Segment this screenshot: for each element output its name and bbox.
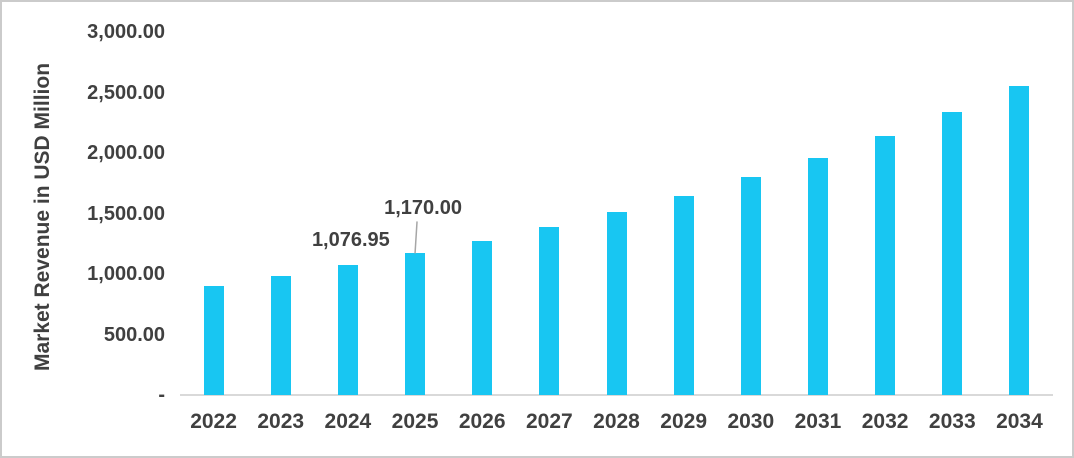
- bar-2029: [673, 195, 694, 395]
- y-tick-label: 3,000.00: [87, 21, 165, 43]
- y-tick-label: 1,000.00: [87, 263, 165, 285]
- x-tick-label-2022: 2022: [190, 410, 237, 433]
- y-tick-label: 2,500.00: [87, 81, 165, 104]
- x-tick-label-2032: 2032: [861, 410, 909, 433]
- x-tick-label-2031: 2031: [794, 410, 842, 433]
- bar-2023: [270, 275, 291, 395]
- x-tick-label-2023: 2023: [257, 410, 305, 433]
- bar-2033: [942, 112, 963, 395]
- x-tick-label-2028: 2028: [593, 410, 640, 433]
- y-tick-label: 500.00: [103, 323, 165, 346]
- y-tick-label: -: [158, 384, 165, 406]
- x-tick-label-2034: 2034: [996, 410, 1043, 433]
- y-tick-label: 2,000.00: [87, 142, 165, 164]
- bar-2034: [1009, 86, 1030, 395]
- y-axis-tick-labels: 3,000.00 2,500.00 2,000.00 1,500.00 1,000.00…: [2, 2, 165, 456]
- x-tick-label-2027: 2027: [525, 410, 573, 433]
- bar-2026: [472, 241, 493, 395]
- x-axis-line: [180, 394, 1053, 396]
- bar-2024: [337, 264, 358, 395]
- bar-2022: [203, 285, 224, 395]
- x-tick-label-2026: 2026: [458, 410, 506, 433]
- bar-2032: [875, 136, 896, 395]
- x-tick-label-2029: 2029: [660, 410, 707, 433]
- data-label-2025: 1,170.00: [384, 197, 462, 220]
- bar-2027: [539, 226, 560, 395]
- bar-2028: [606, 212, 627, 395]
- data-label-2024: 1,076.95: [311, 228, 390, 251]
- x-tick-label-2030: 2030: [727, 410, 775, 433]
- x-tick-label-2024: 2024: [324, 410, 372, 433]
- y-tick-label: 1,500.00: [87, 202, 165, 225]
- x-tick-label-2025: 2025: [391, 410, 439, 433]
- bar-2030: [740, 177, 761, 395]
- bar-2031: [807, 158, 828, 395]
- x-tick-label-2033: 2033: [928, 410, 976, 433]
- bar-2025: [405, 253, 426, 395]
